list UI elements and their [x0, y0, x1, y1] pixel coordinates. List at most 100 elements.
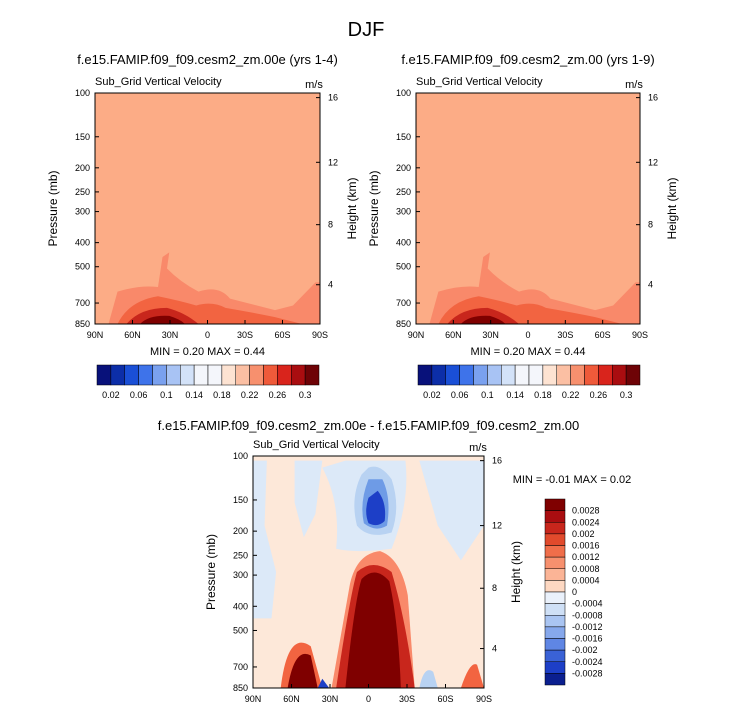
y-tick-label: 700 — [75, 298, 90, 308]
variable-label: Sub_Grid Vertical Velocity — [253, 439, 380, 451]
colorbar-label: -0.0028 — [572, 668, 603, 678]
x-tick-label: 60S — [437, 694, 453, 704]
units-label: m/s — [625, 79, 643, 91]
x-tick-label: 60N — [445, 330, 462, 340]
x-tick-label: 30S — [237, 330, 253, 340]
y-right-tick-label: 12 — [648, 157, 658, 167]
colorbar-swatch — [528, 364, 544, 386]
y-right-tick-label: 8 — [328, 220, 333, 230]
colorbar-label: 0.26 — [590, 390, 608, 400]
colorbar-label: -0.0024 — [572, 657, 603, 667]
colorbar-swatch — [277, 364, 292, 386]
colorbar-swatch — [544, 533, 566, 546]
colorbar-swatch — [625, 364, 641, 386]
colorbar-swatch — [221, 364, 236, 386]
colorbar-swatch — [473, 364, 488, 386]
colorbar-swatch — [249, 364, 264, 386]
y-tick-label: 300 — [233, 570, 248, 580]
colorbar-swatch — [124, 364, 139, 386]
height-axis-label: Height (km) — [345, 177, 359, 239]
y-right-tick-label: 16 — [648, 93, 658, 103]
colorbar-swatch — [263, 364, 278, 386]
colorbar-swatch — [445, 364, 460, 386]
x-tick-label: 90N — [87, 330, 104, 340]
chart-panel-1: 90N 60N 30N 0 30S 60S 90S 100 150 200 250 300 400 500… — [46, 52, 359, 400]
colorbar-label: 0.0024 — [572, 517, 600, 527]
x-tick-label: 90S — [632, 330, 648, 340]
variable-label: Sub_Grid Vertical Velocity — [416, 76, 543, 88]
colorbar-label: -0.0008 — [572, 610, 603, 620]
y-right-tick-label: 4 — [328, 280, 333, 290]
x-tick-label: 30S — [557, 330, 573, 340]
y-right-tick-label: 8 — [492, 583, 497, 593]
y-tick-label: 300 — [75, 207, 90, 217]
chart-panel-3: 90N 60N 30N 0 30S 60S 90S 100 150 200 250 300 400 500… — [158, 418, 632, 704]
field-contour-2 — [294, 460, 323, 538]
colorbar-label: 0.002 — [572, 529, 595, 539]
field-contour-max — [460, 315, 506, 324]
units-label: m/s — [305, 79, 323, 91]
colorbar-swatch — [544, 638, 566, 651]
field-contour-15 — [460, 664, 484, 688]
y-tick-label: 400 — [75, 238, 90, 248]
y-tick-label: 850 — [233, 683, 248, 693]
x-tick-label: 30N — [482, 330, 499, 340]
y-tick-label: 850 — [396, 319, 411, 329]
colorbar-swatch — [544, 510, 566, 523]
pressure-axis-label: Pressure (mb) — [204, 534, 218, 610]
colorbar-label: 0.0028 — [572, 506, 600, 516]
colorbar-swatch — [291, 364, 306, 386]
field-contour-12 — [287, 653, 318, 688]
x-tick-label: 30S — [399, 694, 415, 704]
colorbar-swatch — [544, 591, 566, 604]
x-tick-label: 90N — [245, 694, 262, 704]
y-tick-label: 100 — [233, 451, 248, 461]
y-right-tick-label: 4 — [648, 280, 653, 290]
colorbar-label: 0.0004 — [572, 575, 600, 585]
colorbar-swatch — [544, 673, 566, 686]
y-tick-label: 700 — [233, 662, 248, 672]
x-tick-label: 90N — [408, 330, 425, 340]
colorbar-label: 0.02 — [423, 390, 441, 400]
colorbar-label: 0.0016 — [572, 541, 600, 551]
colorbar-swatch — [598, 364, 613, 386]
colorbar-swatch — [193, 364, 209, 386]
colorbar-swatch — [542, 364, 557, 386]
height-axis-label: Height (km) — [509, 541, 523, 603]
colorbar-label: 0.0008 — [572, 564, 600, 574]
colorbar-swatch — [110, 364, 125, 386]
field-contour-max — [140, 315, 185, 324]
field-contour-4 — [419, 460, 484, 561]
panel-title: f.e15.FAMIP.f09_f09.cesm2_zm.00e (yrs 1-… — [77, 52, 338, 67]
colorbar-swatch — [544, 580, 566, 593]
y-tick-label: 150 — [75, 132, 90, 142]
x-tick-label: 0 — [205, 330, 210, 340]
y-tick-label: 250 — [396, 187, 411, 197]
y-tick-label: 500 — [233, 625, 248, 635]
colorbar-swatch — [584, 364, 599, 386]
colorbar-swatch — [544, 545, 566, 558]
min-max-label: MIN = 0.20 MAX = 0.44 — [471, 346, 586, 358]
y-right-tick-label: 8 — [648, 220, 653, 230]
colorbar-swatch — [544, 603, 566, 616]
y-tick-label: 700 — [396, 298, 411, 308]
x-tick-label: 90S — [312, 330, 328, 340]
colorbar-swatch — [304, 364, 320, 386]
y-right-tick-label: 16 — [492, 456, 502, 466]
field-contour-13 — [317, 678, 330, 688]
colorbar-swatch — [417, 364, 433, 386]
colorbar-swatch — [487, 364, 502, 386]
y-right-tick-label: 16 — [328, 93, 338, 103]
colorbar-label: -0.0004 — [572, 599, 603, 609]
colorbar-label: 0.14 — [185, 390, 203, 400]
field-contour-7 — [366, 490, 386, 526]
colorbar-label: -0.0016 — [572, 634, 603, 644]
colorbar-swatch — [514, 364, 530, 386]
colorbar-swatch — [544, 568, 566, 581]
y-tick-label: 400 — [233, 601, 248, 611]
x-tick-label: 0 — [525, 330, 530, 340]
colorbar-label: 0 — [572, 587, 577, 597]
panel-title: f.e15.FAMIP.f09_f09.cesm2_zm.00 (yrs 1-9… — [401, 52, 654, 67]
colorbar-label: 0.18 — [534, 390, 552, 400]
